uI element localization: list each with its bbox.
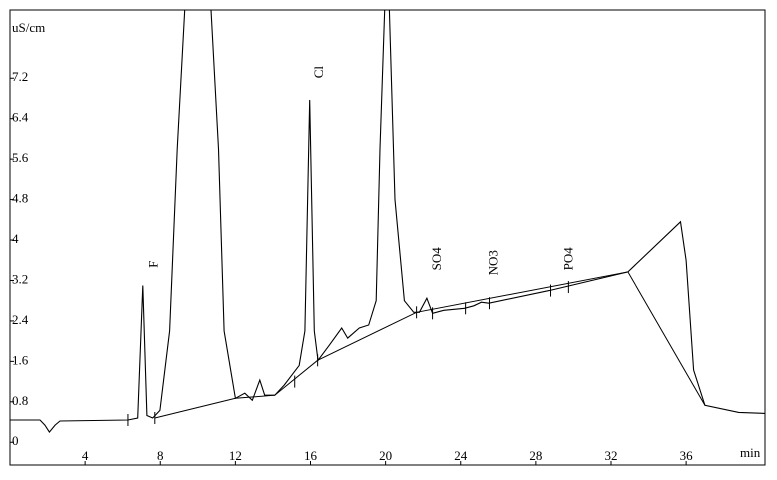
x-tick-label: 24 [454,448,468,463]
y-tick-label: 7.2 [12,69,28,84]
y-tick-label: 4.8 [12,191,28,206]
plot-area [10,10,765,434]
plot-frame [9,9,766,466]
y-tick-label: 1.6 [12,352,29,367]
y-tick-label: 5.6 [12,150,29,165]
peak-label: F [146,261,161,268]
x-tick-label: 28 [529,448,542,463]
y-tick-label: 4 [12,231,19,246]
peak-label: SO4 [429,247,444,271]
y-axis-label: uS/cm [12,20,45,35]
x-tick-label: 4 [82,448,89,463]
x-tick-label: 16 [304,448,318,463]
y-tick-label: 0.8 [12,393,28,408]
x-axis-label: min [740,445,761,460]
peak-label: Cl [311,66,326,79]
x-tick-label: 36 [680,448,694,463]
x-tick-label: 32 [604,448,617,463]
y-tick-label: 3.2 [12,271,28,286]
y-tick-label: 2.4 [12,312,29,327]
y-tick-label: 6.4 [12,110,29,125]
peak-label: NO3 [486,250,501,275]
x-tick-label: 8 [157,448,164,463]
x-tick-label: 12 [229,448,242,463]
peak-label: PO4 [561,247,576,271]
trace [10,10,765,434]
baseline [154,271,706,419]
y-tick-label: 0 [12,433,19,448]
x-tick-label: 20 [379,448,392,463]
